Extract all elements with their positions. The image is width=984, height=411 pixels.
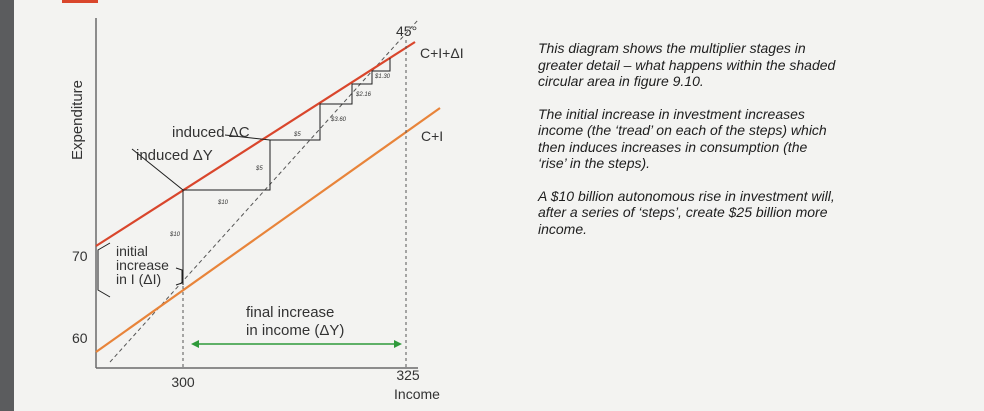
label-final-2: in income (ΔY) xyxy=(246,322,344,339)
label-initial-3: in I (ΔI) xyxy=(116,271,161,287)
top-rule xyxy=(62,0,98,3)
step-value: $10 xyxy=(169,232,181,238)
step-value: $10 xyxy=(217,200,229,206)
arrow-head-left xyxy=(191,340,199,348)
induced-y-pointer xyxy=(131,148,184,191)
line-c-i xyxy=(95,107,441,353)
label-induced-y: induced ΔY xyxy=(136,147,213,164)
step-value: $3.60 xyxy=(330,117,347,123)
y-axis-title: Expenditure xyxy=(69,80,86,160)
explanation-paragraph-3: A $10 billion autonomous rise in investm… xyxy=(538,187,835,237)
label-45-degree: 45° xyxy=(396,23,417,39)
explanation-paragraph-2: The initial increase in investment incre… xyxy=(538,105,827,172)
label-initial-2: increase xyxy=(116,257,169,273)
explanation-paragraph-1: This diagram shows the multiplier stages… xyxy=(538,40,836,89)
x-tick-300: 300 xyxy=(171,374,195,390)
initial-bracket-right xyxy=(175,267,183,286)
explanation-panel: This diagram shows the multiplier stages… xyxy=(538,40,838,253)
label-final-1: final increase xyxy=(246,304,334,321)
step-value: $2.16 xyxy=(355,92,372,98)
initial-bracket xyxy=(97,242,111,298)
line-c-i-delta-i xyxy=(95,41,416,247)
step-value: $1.30 xyxy=(374,74,391,80)
label-c-i-delta-i: C+I+ΔI xyxy=(420,45,464,61)
y-tick-60: 60 xyxy=(72,330,88,346)
x-axis-title: Income xyxy=(394,386,440,402)
x-tick-325: 325 xyxy=(396,367,420,383)
step-value: $5 xyxy=(255,166,263,172)
step-value: $5 xyxy=(293,132,301,138)
book-edge xyxy=(0,0,14,411)
multiplier-steps xyxy=(182,58,391,285)
label-c-i: C+I xyxy=(421,128,443,144)
induced-c-pointer xyxy=(224,134,271,141)
y-tick-70: 70 xyxy=(72,248,88,264)
arrow-head-right xyxy=(394,340,402,348)
label-initial-1: initial xyxy=(116,243,148,259)
label-induced-c: induced ΔC xyxy=(172,124,250,141)
